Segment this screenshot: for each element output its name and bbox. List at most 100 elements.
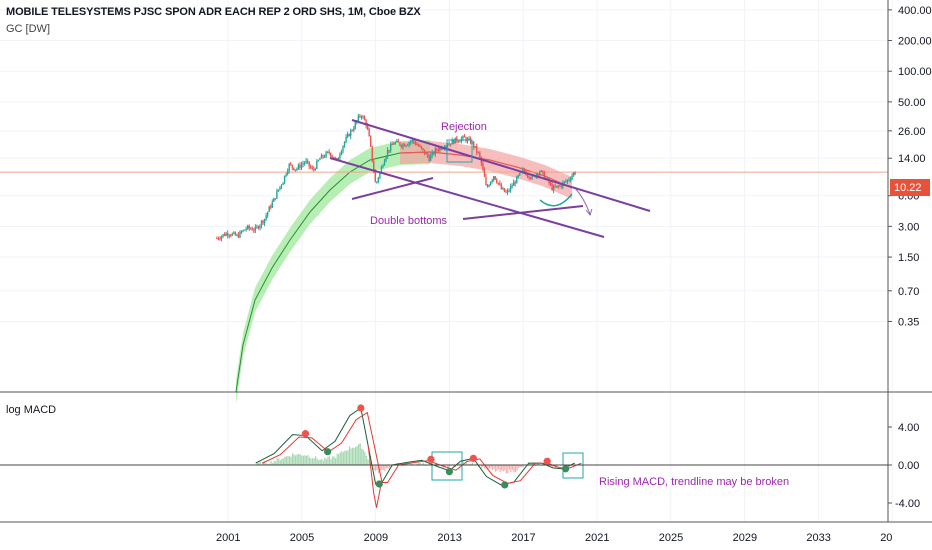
candle-body [383,160,386,166]
candle-body [346,134,349,138]
candle-body [223,234,226,236]
candle-body [529,177,532,179]
macd-histogram-bar [268,463,271,465]
candle-body [408,142,410,145]
macd-histogram-bar [284,456,286,465]
macd-histogram-bar [444,465,446,467]
candle-body [293,167,295,170]
macd-histogram-bar [282,458,284,465]
trendline [351,177,434,200]
candle-body [489,181,492,186]
candle-body [294,169,297,171]
macd-panel [255,404,582,508]
candle-body [219,238,221,240]
macd-histogram-bar [550,465,552,467]
candle-body [568,179,570,181]
candle-body [354,122,357,129]
candle-body [250,228,252,230]
macd-histogram-bar [327,456,329,465]
macd-histogram-bar [385,465,387,469]
macd-histogram-bar [339,452,341,465]
macd-histogram-bar [322,460,324,465]
price-candles [216,113,576,242]
candle-body [285,174,287,176]
candle-body [402,144,404,147]
macd-histogram-bar [504,465,506,471]
price-tick-label: 200.00 [898,36,932,48]
macd-histogram-bar [265,463,268,465]
candle-body [463,136,466,138]
macd-histogram-bar [295,455,297,465]
macd-histogram-bar [448,465,450,468]
x-tick-label: 2025 [659,532,683,544]
candle-body [540,170,543,172]
macd-histogram-bar [293,454,295,465]
candle-body [506,190,509,193]
candle-body [526,175,529,177]
macd-histogram-bar [307,455,309,465]
macd-cross-dot [427,455,435,463]
candle-body [557,185,559,187]
candle-body [389,144,392,151]
candle-body [423,149,426,154]
macd-histogram-bar [514,465,517,473]
macd-cross-dot [543,457,551,465]
candle-body [280,184,283,187]
candle-body [240,231,243,233]
macd-histogram-bar [335,457,337,465]
macd-histogram-bar [487,465,489,470]
candle-body [286,170,289,175]
candle-body [542,170,544,173]
macd-histogram-bar [411,463,414,465]
candle-body [492,176,495,180]
macd-histogram-bar [410,462,412,465]
macd-histogram-bar [530,463,532,465]
candle-body [306,160,309,162]
candle-body [549,182,552,184]
candle-body [494,176,496,180]
macd-histogram-bar [359,443,361,465]
candle-body [462,136,464,139]
candle-body [308,161,310,167]
candle-body [403,144,406,147]
macd-histogram-bar [258,462,260,465]
candle-body [371,146,373,162]
candle-body [479,152,481,158]
candle-body [313,168,315,170]
macd-cross-dot [301,430,310,438]
macd-histogram-bar [361,448,363,465]
candle-body [297,164,300,169]
gc-band-red [400,141,572,199]
annotation-double-bottoms: Double bottoms [370,215,448,227]
candle-body [456,137,458,142]
macd-histogram-bar [281,458,283,465]
macd-histogram-bar [336,453,338,465]
candle-body [373,161,375,171]
candle-body [291,164,293,168]
trendline [351,119,651,212]
macd-histogram-bar [416,463,418,465]
candle-body [446,145,449,147]
candle-body [566,179,569,182]
price-tick-label: 50.00 [898,97,926,109]
candle-body [251,228,253,231]
macd-histogram-bar [516,465,518,471]
bottom-curve [539,193,573,207]
candle-body [391,144,393,146]
candle-body [397,140,400,143]
candle-body [331,155,333,157]
candle-body [457,141,460,143]
macd-histogram-bar [536,463,538,465]
candle-body [414,141,416,145]
macd-histogram-bar [298,453,300,465]
candle-body [283,175,286,183]
macd-histogram-bar [493,465,495,470]
candle-body [248,225,250,229]
candle-body [426,153,429,157]
macd-histogram-bar [491,465,494,471]
macd-histogram-bar [418,462,420,465]
macd-histogram-bar [365,455,367,465]
macd-histogram-bar [287,456,289,465]
macd-signal-spike [367,445,382,508]
